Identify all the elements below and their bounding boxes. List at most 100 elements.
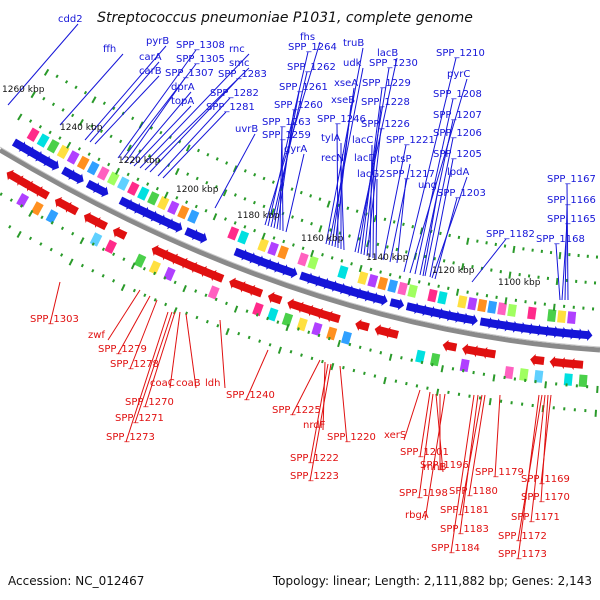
forward-gene-label[interactable]: pyrB (146, 36, 169, 47)
forward-gene-label[interactable]: SPP_1261 (279, 82, 328, 93)
reverse-gene-label[interactable]: SPP_1223 (290, 471, 339, 482)
forward-gene-label[interactable]: carA (139, 52, 162, 63)
reverse-gene-label[interactable]: SPP_1172 (498, 531, 547, 542)
genome-map-panel: Streptococcus pneumoniae P1031, complete… (0, 0, 600, 600)
forward-gene-label[interactable]: gyrA (284, 144, 307, 155)
reverse-gene-label[interactable]: SPP_1171 (511, 512, 560, 523)
forward-feature-bar (567, 311, 576, 324)
reverse-gene-label[interactable]: SPP_1198 (399, 488, 448, 499)
forward-gene-label[interactable]: SPP_1167 (547, 174, 596, 185)
forward-gene-label[interactable]: SPP_1208 (433, 89, 482, 100)
forward-gene-label[interactable]: SPP_1226 (361, 119, 410, 130)
forward-gene-label[interactable]: topA (171, 96, 194, 107)
forward-gene-label[interactable]: SPP_1264 (288, 42, 337, 53)
forward-gene-label[interactable]: rnc (229, 44, 245, 55)
reverse-gene-label[interactable]: SPP_1180 (449, 486, 498, 497)
forward-gene-label[interactable]: recN (321, 153, 344, 164)
forward-gene-label[interactable]: SPP_1205 (433, 149, 482, 160)
forward-feature-bar (117, 177, 130, 191)
track-tick (563, 305, 565, 308)
forward-gene-label[interactable]: SPP_1168 (536, 234, 585, 245)
forward-gene-label[interactable]: tylA (321, 133, 341, 144)
track-tick (216, 324, 219, 328)
reverse-gene-label[interactable]: SPP_1170 (521, 492, 570, 503)
forward-gene-label[interactable]: SPP_1217 (386, 169, 435, 180)
track-tick (244, 169, 247, 173)
reverse-gene-label[interactable]: SPP_1173 (498, 549, 547, 560)
forward-gene-label[interactable]: SPP_1308 (176, 40, 225, 51)
reverse-gene-label[interactable]: xerS (384, 430, 406, 441)
forward-gene-label[interactable]: SPP_1259 (262, 130, 311, 141)
forward-gene-label[interactable]: smc (229, 58, 249, 69)
forward-gene-label[interactable]: SPP_1262 (287, 62, 336, 73)
forward-gene-label[interactable]: SPP_1283 (218, 69, 267, 80)
reverse-gene-label[interactable]: SPP_1240 (226, 390, 275, 401)
forward-gene-label[interactable]: lacD (354, 153, 376, 164)
reverse-gene-label[interactable]: SPP_1184 (431, 543, 480, 554)
track-tick (61, 227, 64, 231)
reverse-gene-label[interactable]: SPP_1183 (440, 524, 489, 535)
forward-gene-label[interactable]: ung (418, 180, 437, 191)
reverse-gene-label[interactable]: SPP_1201 (400, 447, 449, 458)
reverse-gene-label[interactable]: SPP_1270 (125, 397, 174, 408)
reverse-gene-label[interactable]: SPP_1222 (290, 453, 339, 464)
reverse-gene-arrow (354, 318, 371, 333)
reverse-gene-label[interactable]: SPP_1220 (327, 432, 376, 443)
track-tick (596, 255, 598, 258)
forward-gene-label[interactable]: xseA (334, 78, 358, 89)
forward-gene-label[interactable]: lacC (352, 135, 373, 146)
reverse-gene-label[interactable]: SPP_1278 (110, 359, 159, 370)
reverse-gene-label[interactable]: zwf (88, 330, 105, 341)
forward-gene-label[interactable]: SPP_1203 (437, 188, 486, 199)
forward-gene-label[interactable]: SPP_1246 (317, 114, 366, 125)
forward-gene-label[interactable]: SPP_1182 (486, 229, 535, 240)
reverse-gene-label[interactable]: rbgA (405, 510, 429, 521)
reverse-gene-label[interactable]: SPP_1181 (440, 505, 489, 516)
reverse-gene-label[interactable]: SPP_1271 (115, 413, 164, 424)
forward-gene-label[interactable]: udk (343, 58, 362, 69)
forward-gene-label[interactable]: SPP_1221 (386, 135, 435, 146)
track-tick (565, 383, 567, 386)
reverse-gene-label[interactable]: SPP_1225 (272, 405, 321, 416)
forward-gene-label[interactable]: SPP_1307 (165, 68, 214, 79)
forward-gene-label[interactable]: cdd2 (58, 14, 83, 25)
track-tick (342, 366, 345, 369)
forward-gene-label[interactable]: SPP_1206 (433, 128, 482, 139)
forward-gene-label[interactable]: SPP_1210 (436, 48, 485, 59)
forward-gene-label[interactable]: dprA (171, 82, 195, 93)
forward-gene-label[interactable]: lacG2 (357, 169, 386, 180)
reverse-gene-label[interactable]: SPP_1303 (30, 314, 79, 325)
reverse-gene-label[interactable]: SPP_1279 (98, 344, 147, 355)
forward-gene-label[interactable]: SPP_1207 (433, 110, 482, 121)
forward-gene-label[interactable]: SPP_1230 (369, 58, 418, 69)
forward-gene-label[interactable]: SPP_1165 (547, 214, 596, 225)
forward-gene-label[interactable]: SPP_1263 (262, 117, 311, 128)
forward-gene-label[interactable]: SPP_1281 (206, 102, 255, 113)
forward-gene-label[interactable]: SPP_1282 (210, 88, 259, 99)
reverse-gene-label[interactable]: SPP_1169 (521, 474, 570, 485)
forward-gene-label[interactable]: SPP_1260 (274, 100, 323, 111)
forward-gene-label[interactable]: ffh (103, 44, 116, 55)
track-tick (402, 223, 405, 226)
forward-gene-label[interactable]: SPP_1305 (176, 54, 225, 65)
forward-gene-label[interactable]: SPP_1228 (361, 97, 410, 108)
reverse-gene-label[interactable]: ldh (205, 378, 220, 389)
track-tick (71, 114, 74, 118)
forward-gene-label[interactable]: lpdA (447, 167, 469, 178)
forward-gene-label[interactable]: SPP_1229 (362, 78, 411, 89)
reverse-gene-label[interactable]: coaC (150, 378, 175, 389)
forward-gene-label[interactable]: pyrC (447, 69, 470, 80)
forward-gene-label[interactable]: xseB (331, 95, 355, 106)
track-tick (173, 307, 178, 314)
forward-gene-label[interactable]: SPP_1166 (547, 195, 596, 206)
track-tick (592, 307, 594, 310)
reverse-gene-label[interactable]: SPP_1273 (106, 432, 155, 443)
forward-gene-label[interactable]: uvrB (235, 124, 258, 135)
reverse-gene-label[interactable]: coaB (176, 378, 201, 389)
forward-gene-label[interactable]: ptsP (390, 154, 412, 165)
forward-gene-label[interactable]: truB (343, 38, 364, 49)
reverse-gene-label[interactable]: nrdF (303, 420, 326, 431)
reverse-gene-label[interactable]: SPP_1179 (475, 467, 524, 478)
reverse-gene-label[interactable]: SPP_1196 (420, 460, 469, 471)
forward-gene-label[interactable]: carB (139, 66, 162, 77)
